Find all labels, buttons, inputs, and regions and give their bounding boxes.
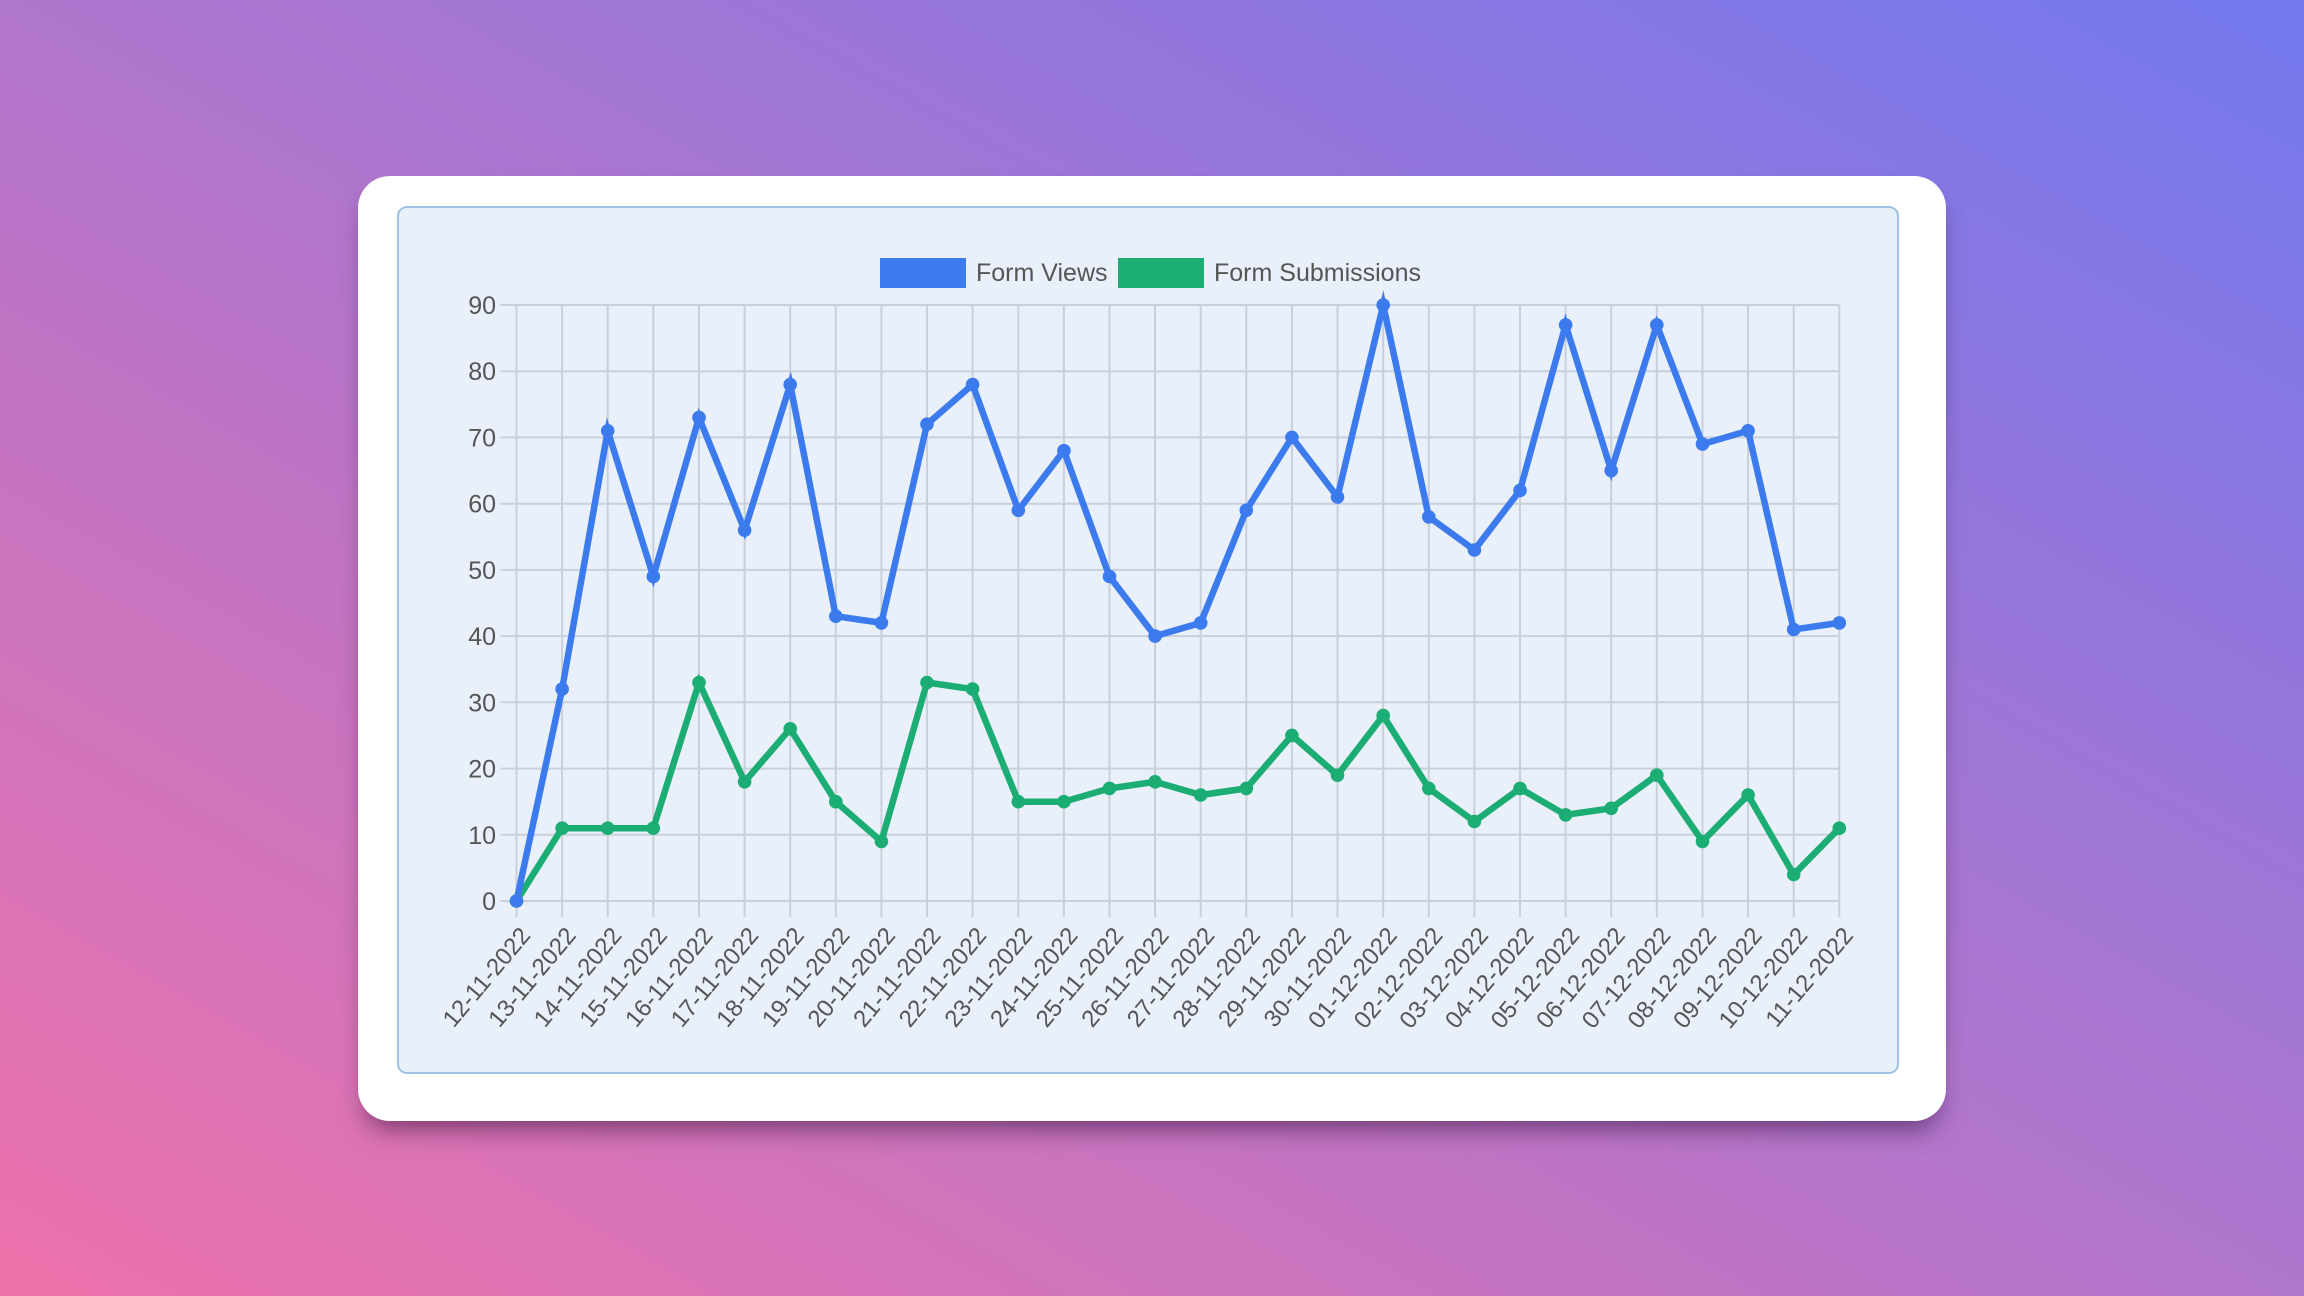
svg-text:70: 70 bbox=[468, 424, 496, 452]
svg-text:0: 0 bbox=[482, 888, 496, 916]
svg-text:Form Submissions: Form Submissions bbox=[1214, 259, 1421, 287]
svg-text:50: 50 bbox=[468, 557, 496, 585]
svg-text:60: 60 bbox=[468, 491, 496, 519]
svg-text:90: 90 bbox=[468, 292, 496, 320]
svg-text:80: 80 bbox=[468, 358, 496, 386]
svg-text:40: 40 bbox=[468, 623, 496, 651]
svg-text:10: 10 bbox=[468, 822, 496, 850]
svg-text:20: 20 bbox=[468, 756, 496, 784]
svg-text:Form Views: Form Views bbox=[976, 259, 1108, 287]
svg-text:30: 30 bbox=[468, 689, 496, 717]
